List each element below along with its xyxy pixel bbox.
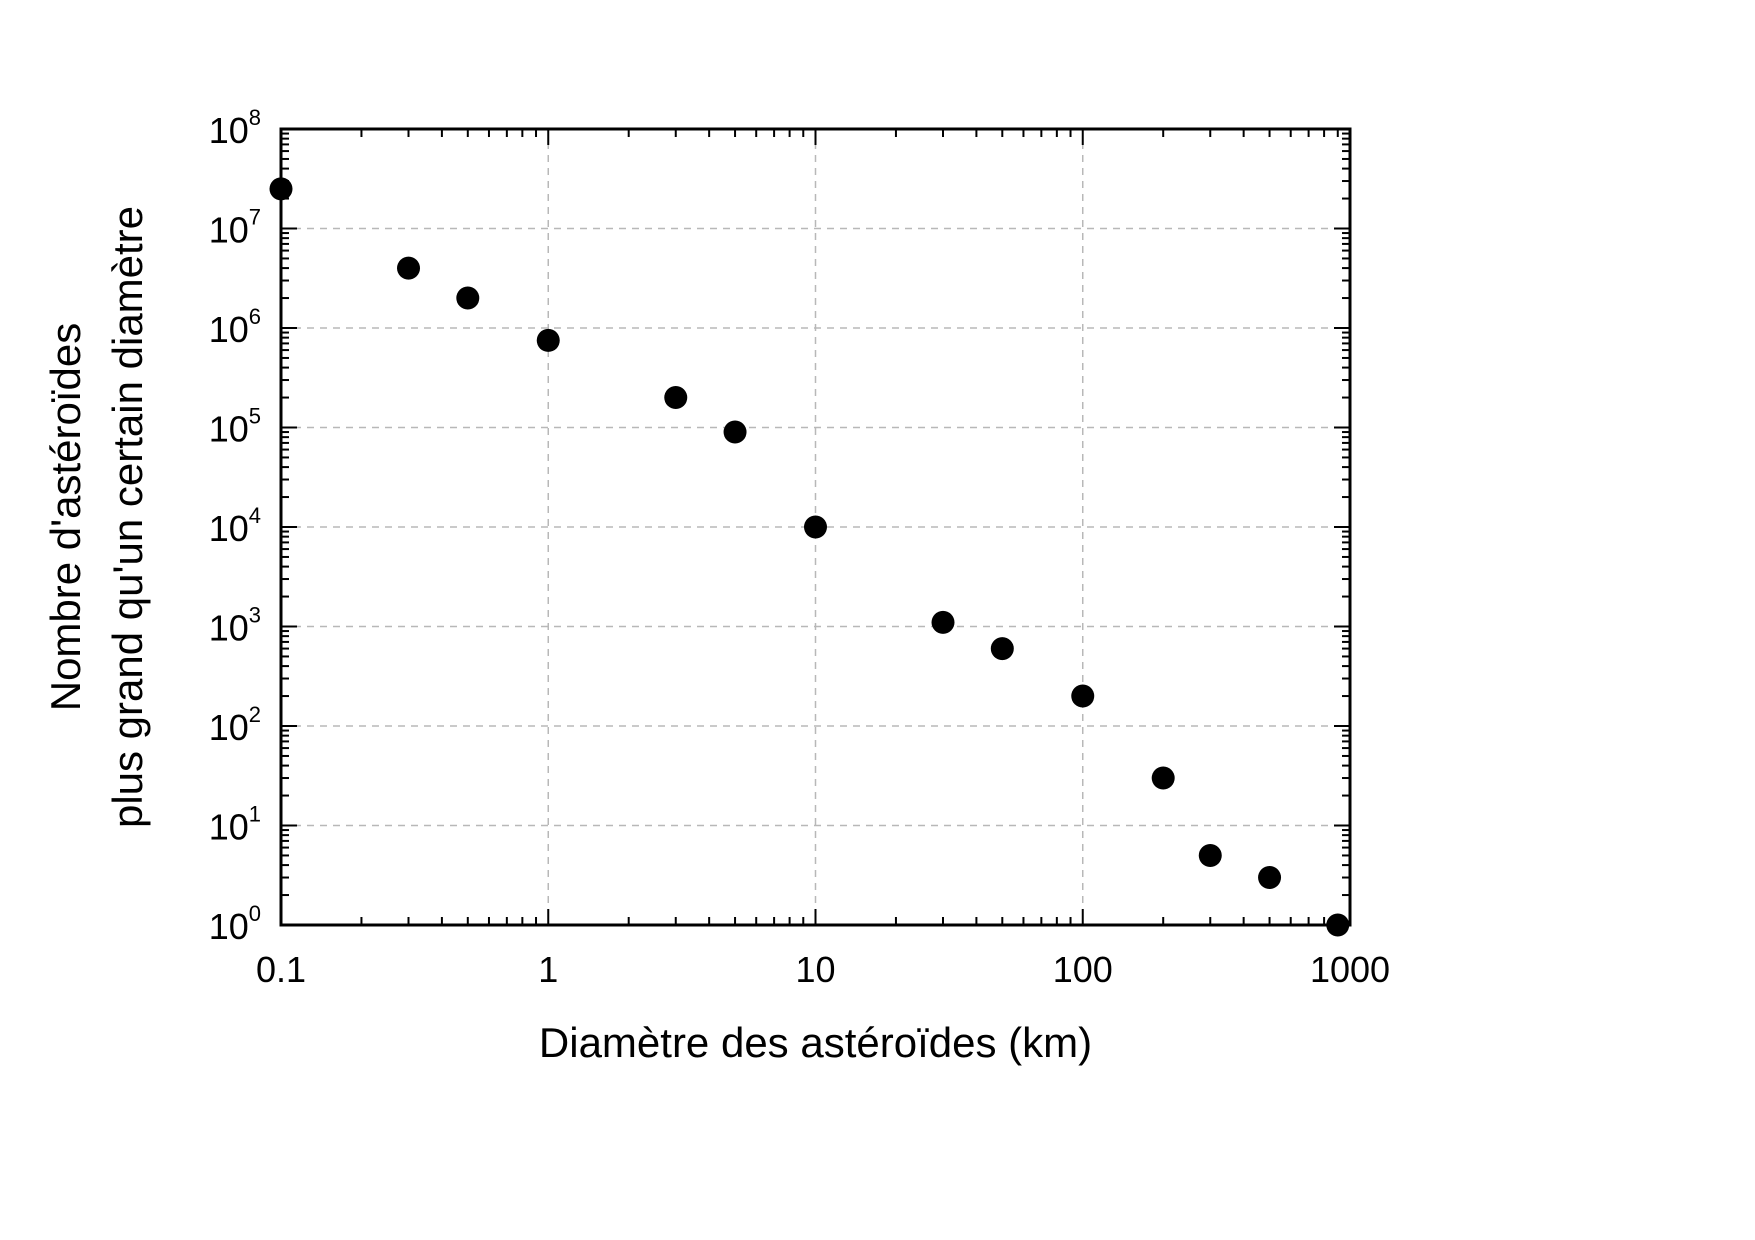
y-tick-label: 100: [209, 901, 261, 947]
y-axis-title-line-1: Nombre d'astéroïdes: [42, 323, 89, 712]
data-point: [1071, 684, 1095, 708]
x-tick-label: 0.1: [256, 949, 306, 990]
plot-frame: [279, 127, 1352, 927]
y-tick-label: 106: [209, 304, 261, 350]
x-tick-label: 100: [1053, 949, 1113, 990]
data-point: [536, 328, 560, 352]
x-tick-label: 10: [795, 949, 835, 990]
y-tick-label: 104: [209, 503, 261, 549]
data-point: [804, 515, 827, 539]
y-tick-label: 103: [209, 603, 261, 649]
x-tick-label: 1: [538, 949, 558, 990]
data-point: [1198, 843, 1222, 867]
data-point: [664, 386, 688, 410]
y-axis-title-line-2: plus grand qu'un certain diamètre: [104, 206, 151, 828]
y-tick-label: 105: [209, 404, 261, 450]
data-point: [1151, 766, 1175, 790]
data-point: [723, 420, 747, 444]
data-point: [990, 637, 1014, 661]
data-point: [397, 256, 421, 280]
y-tick-label: 102: [209, 702, 261, 748]
x-tick-label: 1000: [1310, 949, 1390, 990]
data-points: [269, 177, 1350, 937]
x-tick-labels: 0.1 1 10 100 1000: [256, 949, 1390, 990]
data-point: [269, 177, 293, 201]
y-tick-label: 108: [209, 105, 261, 151]
data-point: [1326, 913, 1350, 937]
data-point: [1258, 866, 1282, 890]
y-tick-label: 107: [209, 205, 261, 251]
y-tick-labels: 100 101 102 103 104 105 106 107 108: [209, 105, 261, 947]
data-point: [931, 610, 955, 634]
data-point: [456, 286, 480, 310]
x-axis-title: Diamètre des astéroïdes (km): [539, 1019, 1092, 1066]
y-tick-label: 101: [209, 802, 261, 848]
